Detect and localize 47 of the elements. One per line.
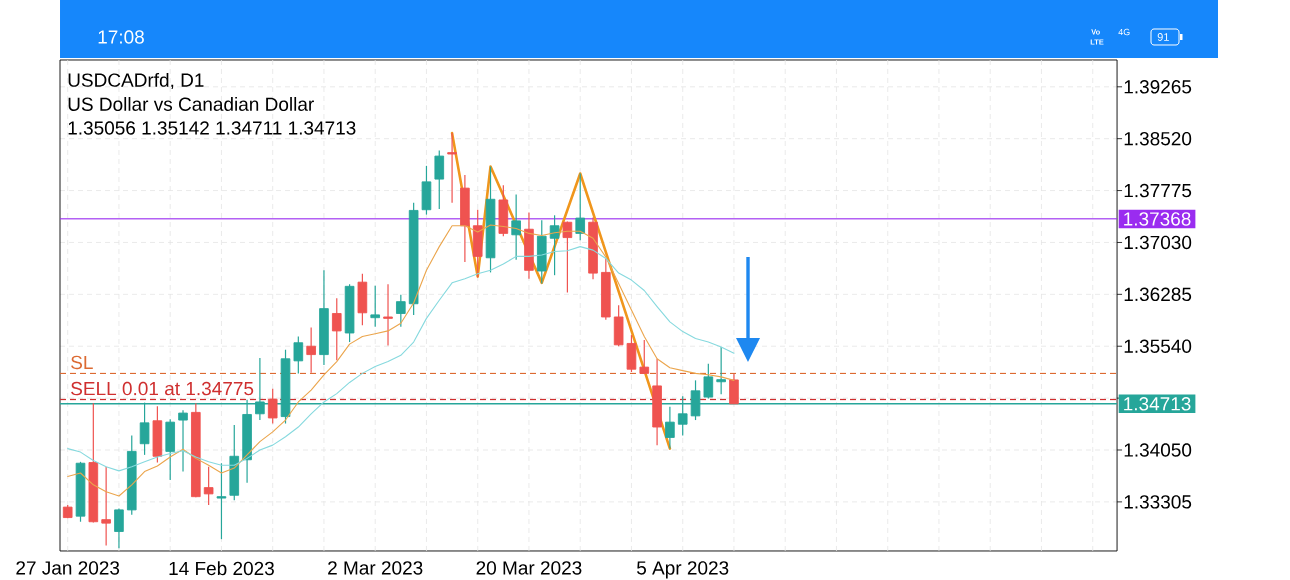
y-tick-label: 1.34050: [1124, 443, 1192, 457]
x-tick-label: 5 Apr 2023: [636, 561, 729, 579]
text: US Dollar vs Canadian Dollar: [68, 97, 314, 111]
candlestick: [203, 466, 214, 506]
candlestick: [703, 363, 714, 400]
candlestick: [639, 339, 650, 375]
candlestick: [306, 326, 316, 374]
text: 17:08: [98, 30, 144, 44]
candlestick: [562, 220, 573, 294]
candlestick: [267, 388, 278, 425]
x-tick-label: 27 Jan 2023: [16, 561, 120, 575]
candlestick: [396, 294, 406, 328]
candlestick: [178, 409, 188, 473]
y-tick-label: 1.38520: [1124, 131, 1192, 146]
text: 91: [1157, 33, 1169, 41]
candlestick: [383, 283, 393, 347]
candlestick: [549, 214, 560, 276]
ref-line-label: SELL 0.01 at 1.34775: [71, 381, 254, 396]
candlestick: [665, 406, 675, 450]
candlestick: [370, 285, 381, 328]
ref-line-label: 1.37368: [1124, 212, 1191, 226]
candlestick: [101, 466, 111, 547]
candlestick: [293, 335, 304, 374]
x-tick-label: 20 Mar 2023: [476, 561, 582, 575]
ref-line-label: 1.34713: [1124, 397, 1191, 411]
y-tick-label: 1.35540: [1124, 339, 1192, 353]
candlestick: [114, 507, 124, 549]
line-series: [67, 246, 735, 472]
x-tick-label: 14 Feb 2023: [169, 561, 274, 576]
text: USDCADrfd, D1: [68, 72, 204, 90]
y-tick-label: 1.33305: [1124, 495, 1192, 509]
y-tick-label: 1.39265: [1124, 80, 1192, 94]
ref-line-label: SL: [71, 355, 93, 370]
candlestick: [331, 297, 342, 361]
candlestick: [729, 373, 739, 405]
candlestick: [511, 193, 521, 261]
y-tick-label: 1.37775: [1124, 183, 1192, 198]
y-tick-label: 1.37030: [1124, 235, 1192, 250]
text: 4G: [1118, 28, 1130, 36]
candlestick: [447, 132, 457, 204]
candlestick: [716, 346, 726, 395]
candlestick: [216, 462, 227, 540]
candlestick: [575, 172, 586, 241]
annotation: 1.35056 1.35142 1.34711 1.34713: [68, 121, 356, 135]
x-tick-label: 2 Mar 2023: [328, 561, 423, 575]
y-tick-label: 1.36285: [1124, 287, 1192, 302]
candlestick: [434, 149, 445, 210]
